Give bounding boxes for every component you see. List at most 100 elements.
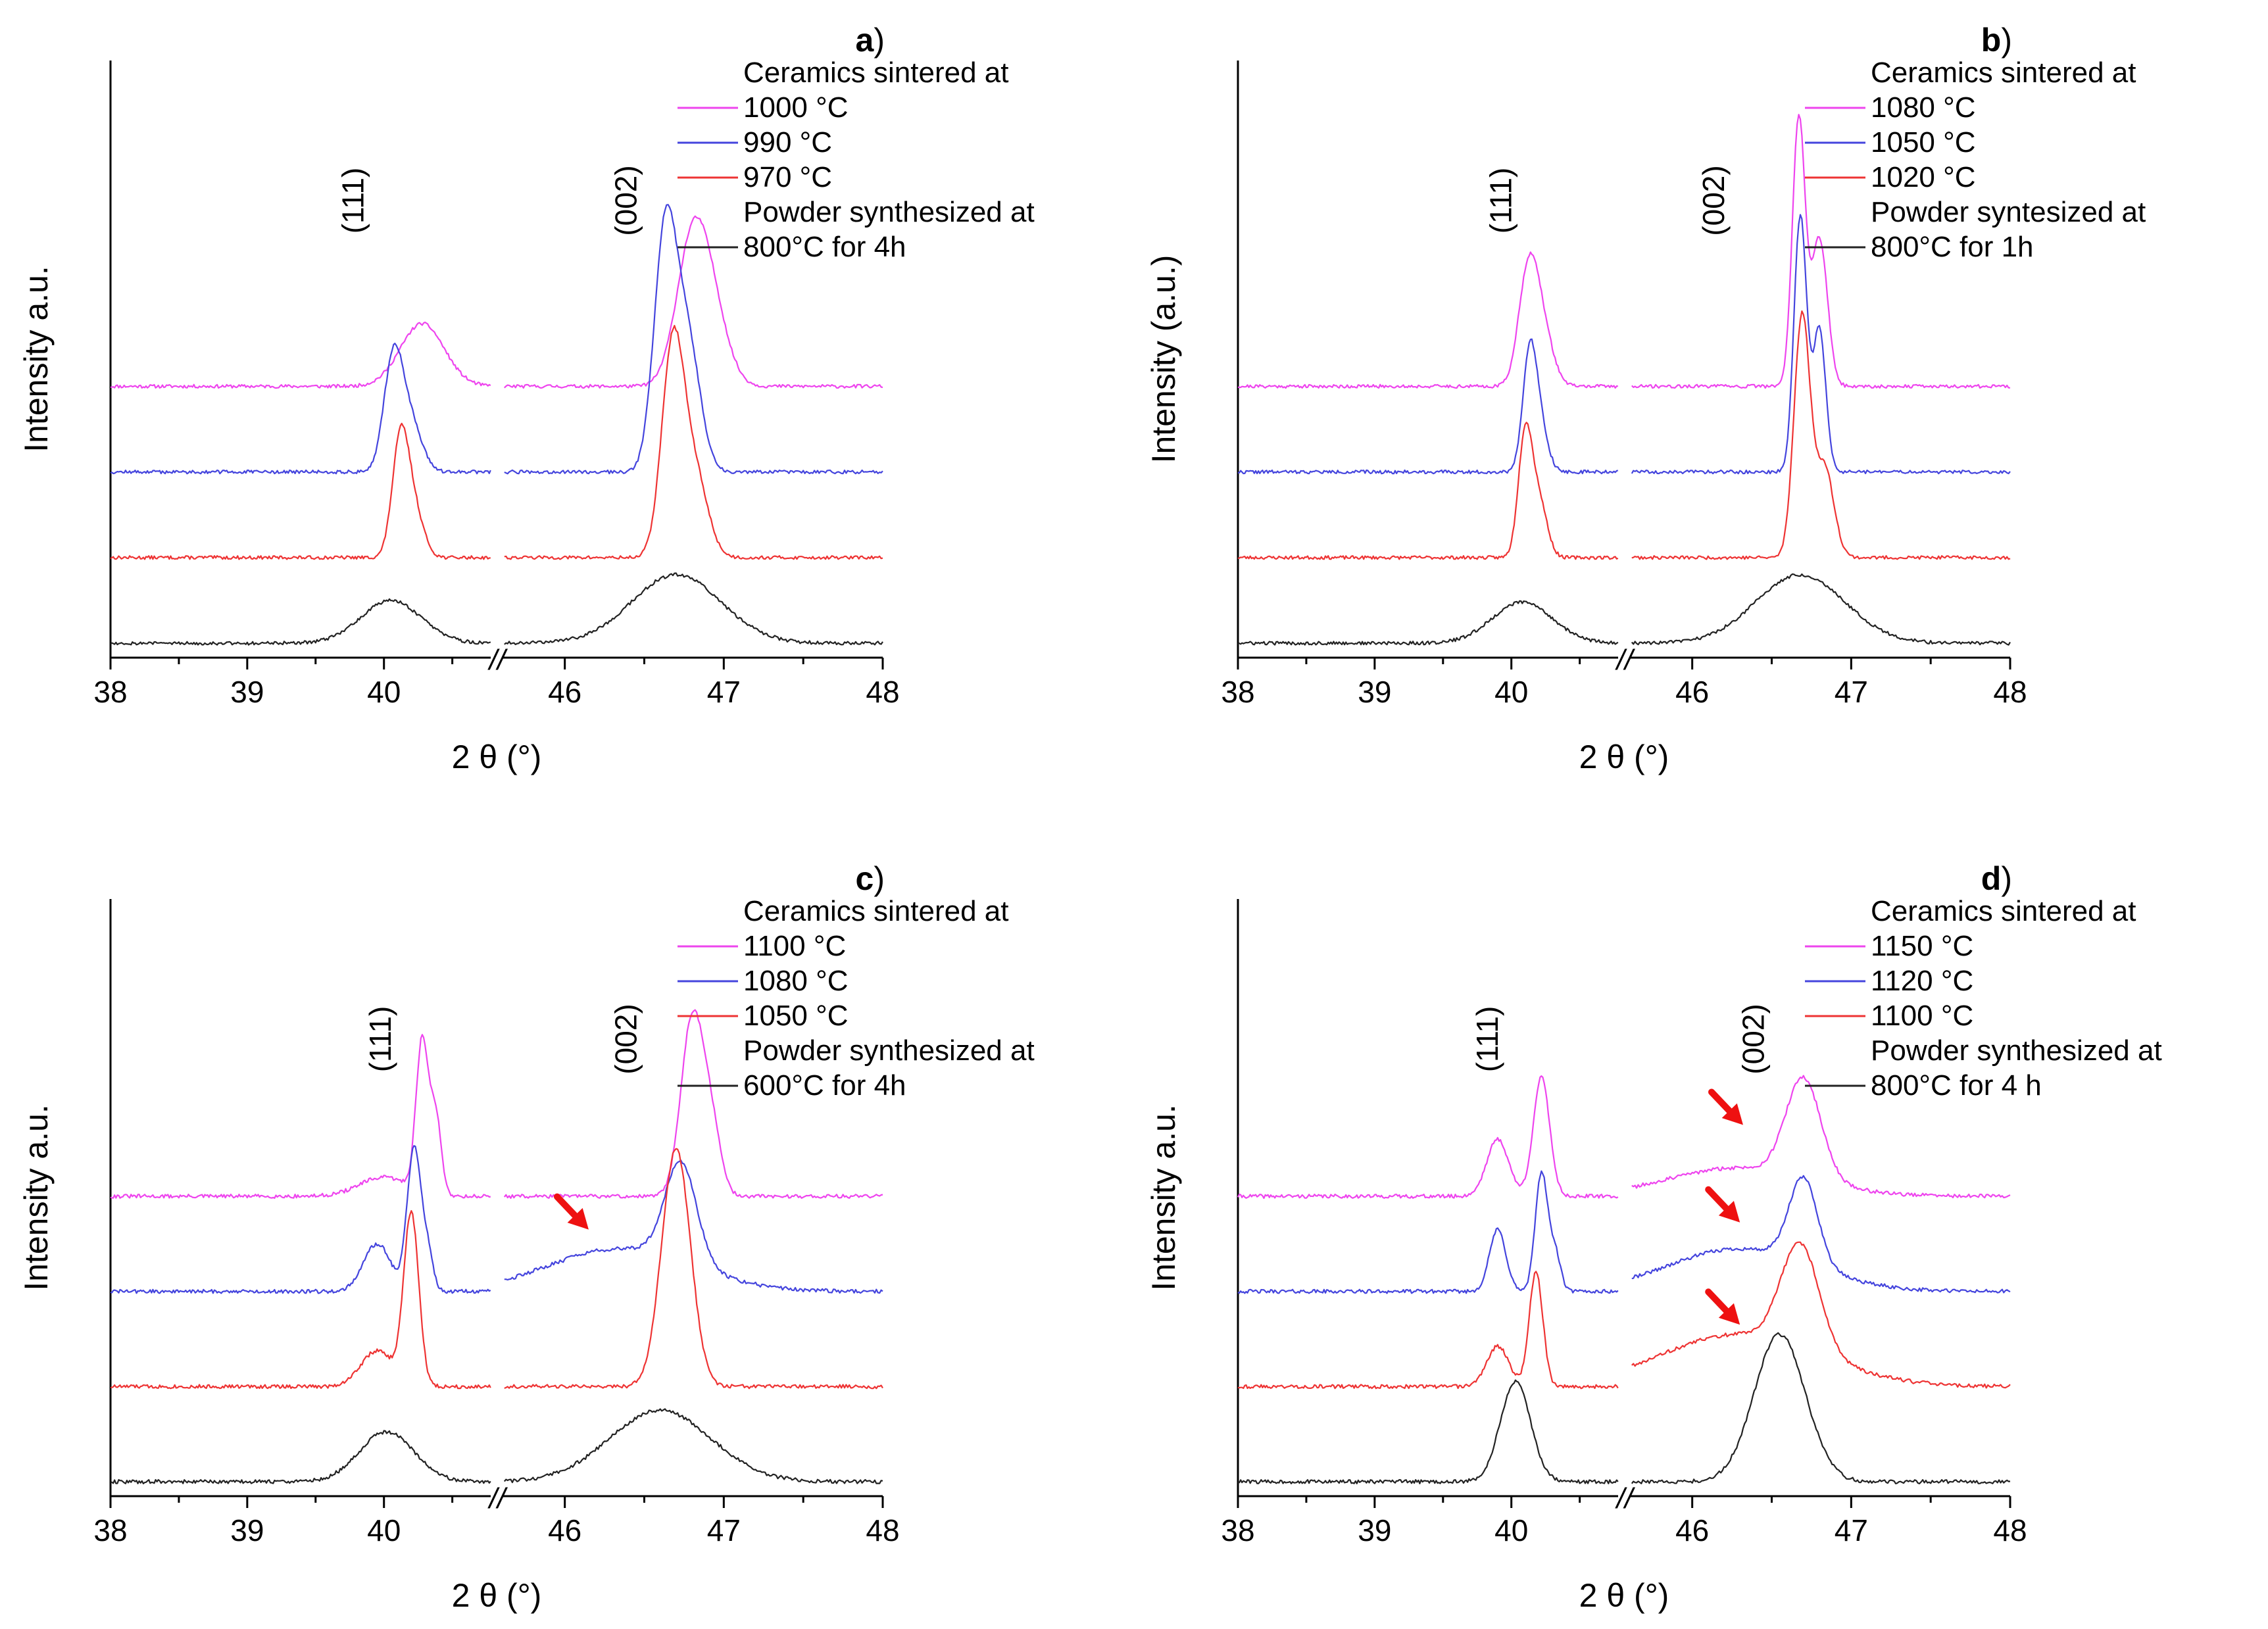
y-axis-label: Intensity (a.u.) (1145, 255, 1182, 464)
series-line-black (504, 572, 883, 646)
series-line-magenta (1237, 1075, 1619, 1199)
panel-a: // 38 39 40 46 47 48 2 θ (°) Intensity a.u. a) (11… (18, 22, 1035, 775)
legend-subheader: Powder synthesized at (1871, 1034, 2162, 1067)
series-line-blue (110, 343, 491, 475)
legend-entry: 1000 °C (743, 91, 848, 124)
panel-paren: ) (874, 860, 885, 897)
series-line-black (1631, 573, 2011, 646)
y-axis-label: Intensity a.u. (18, 266, 55, 452)
legend-entry: 990 °C (743, 126, 832, 158)
legend-entry: 1050 °C (1871, 126, 1975, 158)
panel-paren: ) (874, 22, 885, 59)
red-arrow-icon (1718, 1303, 1740, 1325)
x-tick-label-46: 46 (1675, 1513, 1709, 1547)
series-line-red (1631, 310, 2011, 560)
panel-letter: d (1981, 860, 2002, 897)
legend-entry: 970 °C (743, 161, 832, 193)
peak-label: (111) (1470, 1006, 1504, 1073)
series-line-blue (504, 1159, 883, 1294)
series-line-red (504, 325, 883, 560)
x-tick-label-47: 47 (707, 675, 741, 709)
x-tick-label-46: 46 (548, 1513, 581, 1547)
series-line-magenta (504, 215, 883, 389)
panel-letter: b (1981, 22, 2002, 59)
series-line-red (1631, 1241, 2011, 1389)
x-tick-label-38: 38 (1221, 675, 1254, 709)
peak-label: (002) (1696, 165, 1731, 235)
series-line-black (1237, 1379, 1619, 1484)
x-tick-label-46: 46 (1675, 675, 1709, 709)
legend-entry: 1100 °C (743, 930, 846, 962)
legend-subheader: Powder synthesized at (743, 196, 1035, 228)
x-tick-label-40: 40 (1494, 675, 1528, 709)
y-axis-label: Intensity a.u. (1145, 1104, 1182, 1291)
legend-entry: 1080 °C (1871, 91, 1975, 124)
legend-entry: 1020 °C (1871, 161, 1975, 193)
x-axis-label: 2 θ (°) (452, 739, 542, 775)
series-line-blue (504, 204, 883, 475)
x-tick-label-47: 47 (1835, 1513, 1868, 1547)
x-tick-label-39: 39 (1358, 1513, 1391, 1547)
x-tick-label-48: 48 (1993, 1513, 2027, 1547)
series-line-black (110, 1430, 491, 1484)
red-arrow-icon (567, 1207, 589, 1230)
series-line-red (504, 1148, 883, 1390)
peak-label: (111) (363, 1006, 397, 1073)
axis-break-marker: // (1615, 644, 1635, 676)
series-line-red (110, 1210, 491, 1390)
x-tick-label-39: 39 (1358, 675, 1391, 709)
panel-paren: ) (2001, 22, 2012, 59)
legend-entry: 1050 °C (743, 1000, 848, 1032)
y-axis-label: Intensity a.u. (18, 1104, 55, 1291)
legend-header: Ceramics sintered at (743, 895, 1008, 927)
x-tick-label-39: 39 (230, 675, 264, 709)
x-axis-label: 2 θ (°) (1579, 739, 1669, 775)
x-tick-label-38: 38 (93, 1513, 127, 1547)
legend-subheader: Powder synthesized at (743, 1034, 1035, 1067)
panel-label: d) (1981, 860, 2012, 897)
panel-d: // 38 39 40 46 47 48 2 θ (°) Intensity a.u. d) (11… (1145, 860, 2162, 1614)
series-line-black (503, 1408, 883, 1484)
series-line-blue (1631, 1175, 2011, 1294)
axis-break-marker: // (1615, 1482, 1635, 1515)
x-tick-label-46: 46 (548, 675, 581, 709)
series-line-black (110, 598, 491, 646)
legend-entry: 600°C for 4h (743, 1069, 906, 1102)
series-line-red (110, 422, 491, 560)
legend-entry: 1120 °C (1871, 965, 1973, 997)
legend-entry: 800°C for 4h (743, 231, 906, 263)
series-line-magenta (503, 1009, 883, 1199)
legend-entry: 1150 °C (1871, 930, 1973, 962)
x-tick-label-40: 40 (1494, 1513, 1528, 1547)
legend-header: Ceramics sintered at (1871, 895, 2136, 927)
series-line-blue (1237, 338, 1618, 475)
axis-break-marker: // (487, 644, 508, 676)
legend-entry: 800°C for 1h (1871, 231, 2034, 263)
legend-header: Ceramics sintered at (1871, 57, 2136, 89)
series-line-black (1237, 600, 1619, 646)
panel-letter: c (856, 860, 874, 897)
series-line-magenta (1631, 1075, 2011, 1199)
panel-paren: ) (2001, 860, 2012, 897)
legend-entry: 1100 °C (1871, 1000, 1973, 1032)
peak-label: (111) (1484, 168, 1518, 234)
x-tick-label-47: 47 (1835, 675, 1868, 709)
panel-label: b) (1981, 22, 2012, 59)
x-tick-label-38: 38 (93, 675, 127, 709)
x-tick-label-48: 48 (1993, 675, 2027, 709)
series-line-blue (1237, 1170, 1619, 1294)
panel-label: c) (856, 860, 885, 897)
series-line-magenta (1237, 251, 1619, 389)
peak-label: (002) (1736, 1004, 1770, 1074)
axis-break-marker: // (487, 1482, 508, 1515)
red-arrow-icon (1718, 1201, 1740, 1223)
red-arrow-icon (1721, 1103, 1743, 1125)
series-line-magenta (110, 322, 491, 389)
series-line-blue (1631, 214, 2011, 475)
x-axis-label: 2 θ (°) (452, 1577, 542, 1614)
x-tick-label-40: 40 (367, 675, 401, 709)
legend-entry: 1080 °C (743, 965, 848, 997)
legend-header: Ceramics sintered at (743, 57, 1008, 89)
panel-c: // 38 39 40 46 47 48 2 θ (°) Intensity a.u. c) (11… (18, 860, 1035, 1614)
